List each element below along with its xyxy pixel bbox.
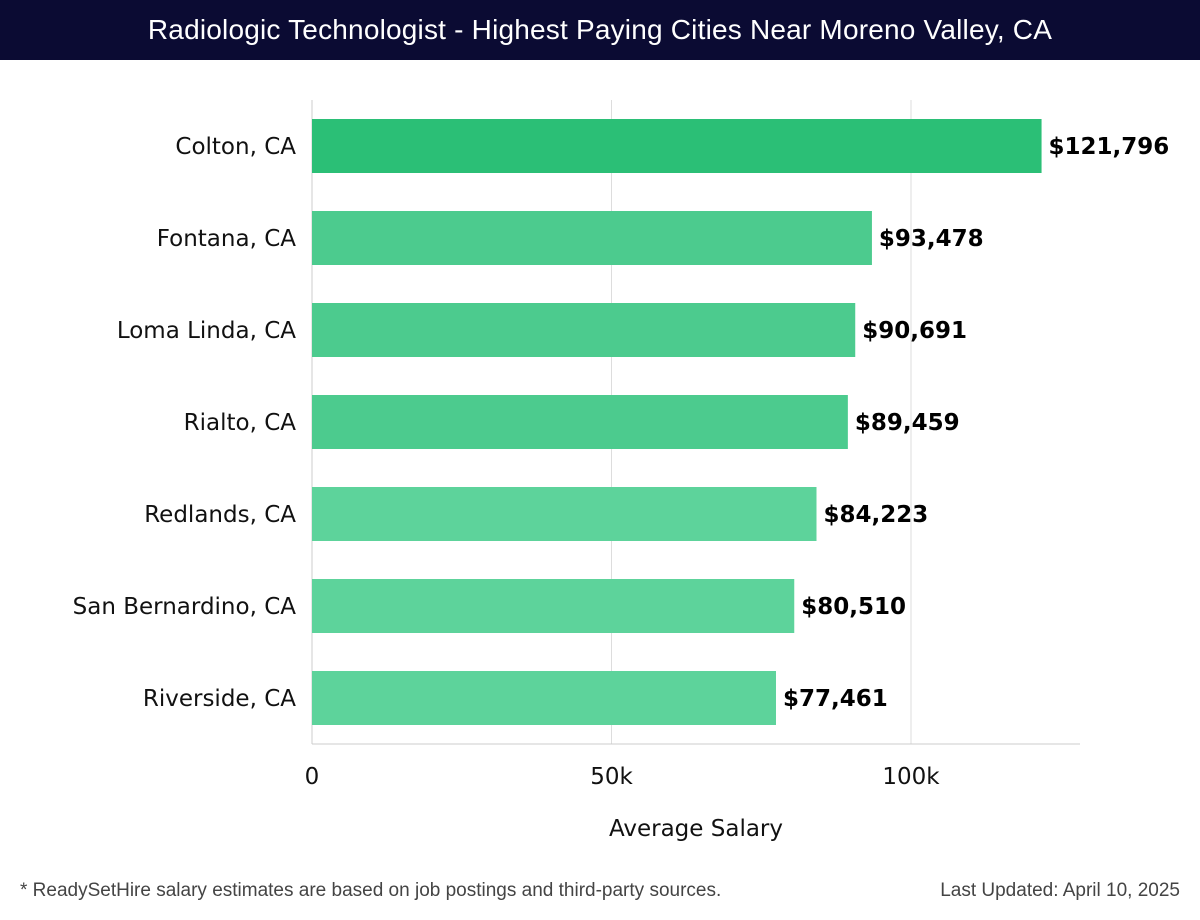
labels: 0 50k 100k Colton, CA $121,796 Fontana, CA $93… [73,134,1170,790]
value-label: $89,459 [855,410,960,436]
x-tick-label: 100k [882,764,940,790]
value-label: $84,223 [823,502,928,528]
bar-loma-linda-ca [312,303,856,357]
last-updated: Last Updated: April 10, 2025 [940,880,1180,901]
bar-san-bernardino-ca [312,579,795,633]
value-label: $77,461 [783,686,888,712]
category-label: San Bernardino, CA [73,594,297,620]
category-label: Colton, CA [175,134,296,160]
category-label: Fontana, CA [157,226,297,252]
bars [312,119,1042,725]
x-axis-title: Average Salary [609,816,783,842]
footnote: * ReadySetHire salary estimates are base… [20,880,722,901]
category-label: Riverside, CA [143,686,296,712]
category-label: Loma Linda, CA [117,318,296,344]
category-label: Redlands, CA [144,502,296,528]
bar-colton-ca [312,119,1042,173]
bar-riverside-ca [312,671,776,725]
category-label: Rialto, CA [184,410,297,436]
bar-fontana-ca [312,211,872,265]
chart-title: Radiologic Technologist - Highest Paying… [0,0,1200,60]
value-label: $93,478 [879,226,984,252]
value-label: $121,796 [1049,134,1170,160]
bar-redlands-ca [312,487,817,541]
value-label: $80,510 [801,594,906,620]
bar-chart: 0 50k 100k Colton, CA $121,796 Fontana, CA $93… [73,100,1170,842]
bar-rialto-ca [312,395,848,449]
x-tick-label: 0 [305,764,320,790]
x-tick-label: 50k [590,764,633,790]
value-label: $90,691 [862,318,967,344]
